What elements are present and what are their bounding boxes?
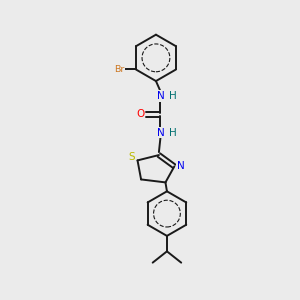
Text: N: N — [157, 91, 164, 101]
Text: N: N — [177, 161, 185, 171]
Text: H: H — [169, 128, 177, 138]
Text: H: H — [169, 91, 177, 101]
Text: N: N — [157, 128, 164, 138]
Text: Br: Br — [114, 65, 124, 74]
Text: O: O — [136, 109, 145, 119]
Text: S: S — [128, 152, 135, 162]
